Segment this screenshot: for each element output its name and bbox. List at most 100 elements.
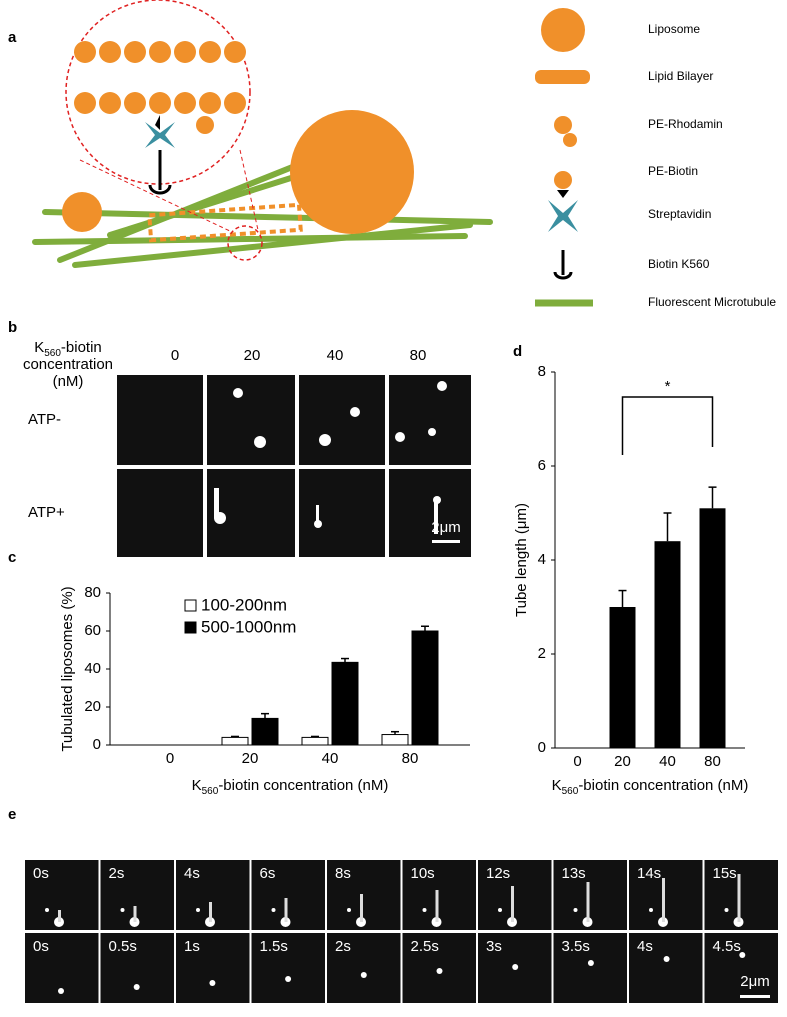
time-label: 2s bbox=[335, 938, 351, 955]
row-header: concentration bbox=[23, 356, 113, 373]
tube bbox=[284, 898, 288, 922]
time-label: 8s bbox=[335, 865, 351, 882]
spot bbox=[120, 908, 125, 912]
frame bbox=[251, 933, 325, 1003]
legend-label: PE-Biotin bbox=[648, 164, 698, 178]
row-label: ATP+ bbox=[28, 504, 65, 521]
label-part: -biotin concentration (nM) bbox=[218, 777, 388, 794]
tube bbox=[133, 906, 137, 922]
legend-label: 500-1000nm bbox=[201, 617, 296, 636]
spot bbox=[512, 964, 519, 970]
label-part: -biotin bbox=[61, 339, 102, 356]
spot bbox=[587, 960, 594, 966]
x-tick-label: 40 bbox=[659, 753, 676, 770]
label-part: -biotin concentration (nM) bbox=[578, 777, 748, 794]
time-label: 0s bbox=[33, 938, 49, 955]
time-label: 0.5s bbox=[109, 938, 137, 955]
time-label: 1s bbox=[184, 938, 200, 955]
column-header: 20 bbox=[244, 347, 261, 364]
scale-bar bbox=[740, 995, 770, 998]
scale-bar-label: 2μm bbox=[431, 519, 460, 536]
frame bbox=[100, 933, 174, 1003]
time-label: 10s bbox=[411, 865, 435, 882]
spot bbox=[133, 984, 140, 990]
y-axis-label: Tubulated liposomes (%) bbox=[59, 586, 76, 751]
legend-swatch bbox=[184, 621, 197, 634]
tube bbox=[511, 886, 514, 922]
tube bbox=[662, 878, 665, 922]
tube bbox=[360, 894, 363, 922]
frame bbox=[402, 933, 476, 1003]
illustration bbox=[32, 0, 593, 307]
time-label: 4s bbox=[184, 865, 200, 882]
spot bbox=[347, 908, 351, 912]
bar bbox=[381, 734, 409, 746]
frame bbox=[704, 933, 778, 1003]
scale-bar-label: 2μm bbox=[740, 973, 769, 990]
bar bbox=[301, 736, 329, 746]
x-tick-label: 80 bbox=[704, 753, 721, 770]
panel-label: d bbox=[513, 343, 522, 360]
micrographs-e bbox=[25, 860, 778, 1003]
x-axis-label: K560-biotin concentration (nM) bbox=[552, 777, 749, 797]
panel-label: b bbox=[8, 319, 17, 336]
row-label: ATP- bbox=[28, 411, 61, 428]
label-part: 560 bbox=[202, 786, 219, 797]
bar bbox=[699, 508, 726, 748]
x-tick-label: 80 bbox=[402, 750, 419, 767]
x-tick-label: 20 bbox=[614, 753, 631, 770]
tube bbox=[737, 874, 741, 922]
spot bbox=[285, 976, 292, 982]
y-tick-label: 0 bbox=[93, 736, 101, 753]
y-tick-label: 2 bbox=[538, 645, 546, 662]
bar bbox=[411, 630, 439, 746]
time-label: 0s bbox=[33, 865, 49, 882]
panel-label: e bbox=[8, 806, 16, 823]
y-tick-label: 20 bbox=[84, 698, 101, 715]
row-header: (nM) bbox=[53, 373, 84, 390]
legend-swatch bbox=[184, 599, 197, 612]
label-part: 560 bbox=[44, 348, 61, 359]
spot bbox=[724, 908, 729, 912]
tube bbox=[435, 890, 439, 922]
micrographs-b bbox=[117, 375, 471, 557]
time-label: 2s bbox=[109, 865, 125, 882]
bar bbox=[654, 541, 681, 748]
legend-label: Liposome bbox=[648, 22, 700, 36]
label-part: K bbox=[552, 777, 562, 794]
time-label: 3s bbox=[486, 938, 502, 955]
frame bbox=[176, 933, 250, 1003]
x-tick-label: 0 bbox=[166, 750, 174, 767]
label-part: K bbox=[34, 339, 44, 356]
time-label: 14s bbox=[637, 865, 661, 882]
spot bbox=[360, 972, 367, 978]
significance-label: * bbox=[665, 378, 671, 395]
panel-label: a bbox=[8, 29, 17, 46]
y-tick-label: 0 bbox=[538, 739, 546, 756]
column-header: 0 bbox=[171, 347, 179, 364]
spot bbox=[45, 908, 49, 912]
bar bbox=[331, 661, 359, 746]
spot bbox=[422, 908, 427, 912]
label-part: 560 bbox=[562, 786, 579, 797]
frame bbox=[629, 933, 703, 1003]
x-axis-label: K560-biotin concentration (nM) bbox=[192, 777, 389, 797]
time-label: 3.5s bbox=[562, 938, 590, 955]
legend-label: Fluorescent Microtubule bbox=[648, 295, 776, 309]
y-tick-label: 60 bbox=[84, 622, 101, 639]
spot bbox=[663, 956, 670, 962]
y-tick-label: 8 bbox=[538, 363, 546, 380]
y-axis-label: Tube length (μm) bbox=[513, 503, 530, 617]
content: a b c d e Liposome Lipid Bilayer PE-Rhodamin PE-… bbox=[8, 22, 776, 990]
time-label: 6s bbox=[260, 865, 276, 882]
spot bbox=[739, 952, 746, 958]
x-tick-label: 0 bbox=[573, 753, 581, 770]
row-header: K560-biotin bbox=[34, 339, 102, 359]
y-tick-label: 6 bbox=[538, 457, 546, 474]
bar bbox=[609, 607, 636, 748]
tube bbox=[58, 910, 61, 922]
time-label: 4.5s bbox=[713, 938, 741, 955]
time-label: 4s bbox=[637, 938, 653, 955]
y-tick-label: 4 bbox=[538, 551, 546, 568]
